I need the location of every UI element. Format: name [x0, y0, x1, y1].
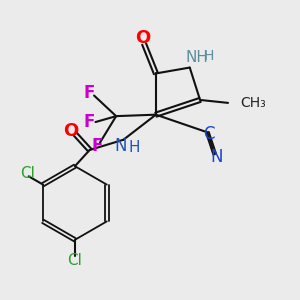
- Text: O: O: [135, 29, 150, 47]
- Text: Cl: Cl: [20, 166, 35, 181]
- Text: H: H: [204, 49, 214, 63]
- Text: NH: NH: [186, 50, 208, 65]
- Text: C: C: [203, 125, 214, 143]
- Text: H: H: [128, 140, 140, 154]
- Text: N: N: [114, 136, 127, 154]
- Text: N: N: [210, 148, 223, 166]
- Text: O: O: [63, 122, 78, 140]
- Text: CH₃: CH₃: [240, 96, 266, 110]
- Text: Cl: Cl: [68, 253, 82, 268]
- Text: F: F: [84, 84, 95, 102]
- Text: F: F: [84, 113, 95, 131]
- Text: F: F: [91, 137, 103, 155]
